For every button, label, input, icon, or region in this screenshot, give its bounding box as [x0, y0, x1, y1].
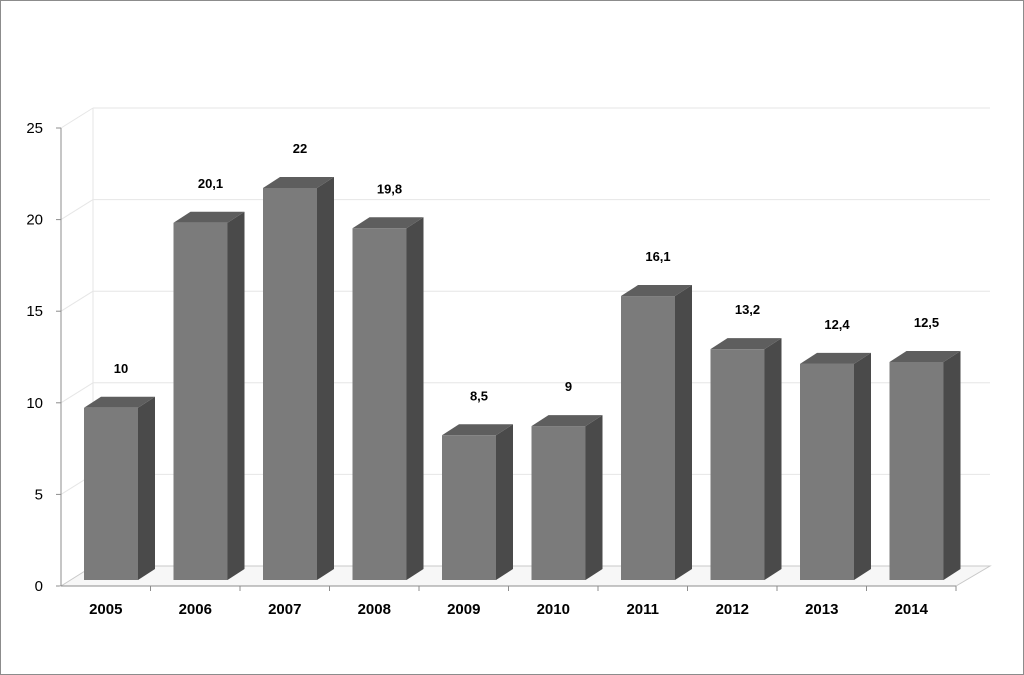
bar-2014 [889, 362, 944, 580]
y-tick-label: 10 [26, 395, 43, 412]
x-tick-label-2005: 2005 [89, 601, 122, 618]
bar-top-2012 [710, 338, 782, 350]
data-label-2011: 16,1 [645, 249, 670, 264]
bar-2013 [800, 363, 854, 580]
gridline-diagonal [60, 107, 94, 129]
data-label-2005: 10 [114, 361, 128, 376]
bar-top-2014 [889, 351, 961, 362]
bar-side-2011 [675, 285, 692, 580]
data-label-2008: 19,8 [377, 181, 402, 196]
y-tick-label: 5 [35, 486, 43, 503]
data-label-2007: 22 [293, 141, 307, 156]
x-tick-label-2010: 2010 [537, 601, 570, 618]
bar-top-2009 [442, 424, 513, 436]
bar-side-2013 [854, 352, 871, 580]
bar-side-2007 [317, 176, 334, 580]
bar-2008 [352, 228, 407, 580]
bar-top-2006 [173, 211, 245, 223]
bar-top-2013 [800, 352, 871, 364]
bar-side-2014 [943, 351, 961, 580]
bar-2007 [263, 187, 317, 580]
x-tick-label-2014: 2014 [895, 601, 929, 618]
bars [84, 176, 961, 580]
gridline-diagonal [60, 199, 94, 221]
x-tick-label-2011: 2011 [626, 601, 659, 618]
bar-2010 [531, 426, 586, 580]
gridline-diagonal [60, 290, 94, 312]
bar-side-2006 [227, 211, 245, 580]
bar-top-2007 [263, 176, 334, 188]
data-label-2010: 9 [565, 379, 572, 394]
data-label-2012: 13,2 [735, 302, 760, 317]
bar-side-2010 [585, 415, 603, 580]
y-tick-label: 15 [26, 303, 43, 320]
bar-side-2009 [496, 424, 513, 580]
bar-side-2005 [138, 396, 155, 580]
data-label-2009: 8,5 [470, 388, 488, 403]
bar-2011 [621, 296, 675, 580]
gridline-diagonal [60, 382, 94, 404]
x-tick-label-2007: 2007 [268, 601, 301, 618]
x-tick-label-2006: 2006 [179, 601, 212, 618]
bar-side-2012 [764, 338, 782, 580]
data-label-2013: 12,4 [824, 317, 850, 332]
bar-side-2008 [406, 217, 424, 580]
bar-2005 [84, 407, 138, 580]
data-label-2014: 12,5 [914, 315, 939, 330]
x-tick-label-2009: 2009 [447, 601, 480, 618]
x-tick-label-2013: 2013 [805, 601, 838, 618]
bar-top-2010 [531, 415, 603, 427]
x-tick-label-2012: 2012 [716, 601, 749, 618]
bar-top-2005 [84, 396, 155, 408]
data-label-2006: 20,1 [198, 176, 223, 191]
bar-2009 [442, 435, 496, 580]
x-tick-label-2008: 2008 [358, 601, 391, 618]
bar-2012 [710, 349, 765, 580]
y-tick-label: 25 [26, 120, 43, 137]
labels: 10 2005 20,1 2006 22 2007 19,8 2008 8,5 2009 9 2010… [89, 141, 939, 618]
bar-top-2008 [352, 217, 424, 229]
y-tick-label: 20 [26, 212, 43, 229]
bar-2006 [173, 222, 228, 580]
y-tick-label: 0 [35, 578, 43, 595]
bar-top-2011 [621, 285, 692, 297]
